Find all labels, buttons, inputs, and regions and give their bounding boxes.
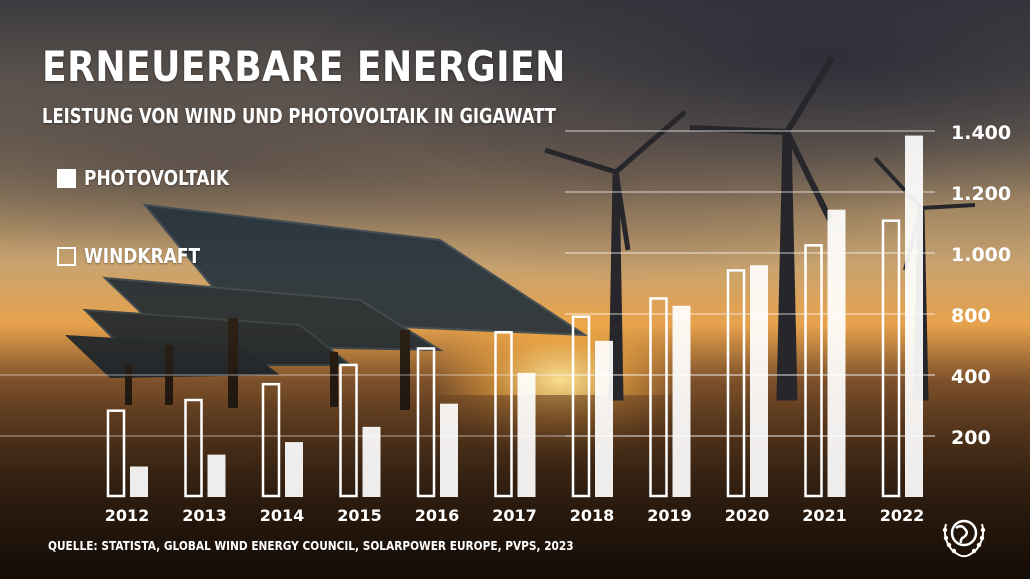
wind-turbines: [544, 56, 976, 401]
source-note: QUELLE: STATISTA, GLOBAL WIND ENERGY COU…: [48, 539, 574, 553]
x-tick-label: 2019: [647, 506, 692, 525]
y-tick-label: 200: [951, 427, 991, 449]
bars: [106, 135, 923, 498]
y-axis-ticks: 200 400 800 1.000 1.200 1.400: [951, 122, 1011, 449]
x-tick-label: 2013: [182, 506, 227, 525]
x-tick-label: 2014: [260, 506, 305, 525]
bar-windkraft: [881, 219, 901, 498]
bar-windkraft: [726, 269, 746, 498]
solar-panels: [65, 203, 589, 410]
bar-photovoltaik: [905, 135, 923, 497]
bar-photovoltaik: [517, 372, 536, 497]
bar-photovoltaik: [285, 442, 303, 497]
x-tick-label: 2018: [570, 506, 615, 525]
x-axis-labels: 2012 2013 2014 2015 2016 2017 2018 2019 2020 2021…: [105, 506, 925, 525]
bar-windkraft: [416, 347, 436, 498]
bar-windkraft: [804, 244, 823, 498]
x-tick-label: 2022: [880, 506, 925, 525]
bar-windkraft: [339, 363, 358, 498]
globe-wreath-emblem: [942, 519, 986, 558]
bar-windkraft: [571, 315, 591, 498]
x-tick-label: 2016: [415, 506, 460, 525]
sky-clouds: [0, 0, 1030, 300]
bar-photovoltaik: [595, 340, 613, 497]
legend-label-windkraft: WINDKRAFT: [84, 244, 201, 268]
chart-subtitle: LEISTUNG VON WIND UND PHOTOVOLTAIK IN GI…: [42, 104, 556, 128]
x-tick-label: 2017: [492, 506, 537, 525]
chart-title: ERNEUERBARE ENERGIEN: [42, 42, 566, 91]
bar-windkraft: [649, 297, 668, 498]
gridlines: [0, 130, 935, 437]
x-tick-label: 2020: [725, 506, 770, 525]
y-tick-label: 1.000: [951, 244, 1011, 266]
bar-windkraft: [184, 398, 203, 498]
y-tick-label: 1.400: [951, 122, 1011, 144]
x-tick-label: 2021: [802, 506, 847, 525]
bar-photovoltaik: [362, 426, 381, 497]
bar-windkraft: [261, 382, 281, 498]
bar-photovoltaik: [207, 454, 226, 497]
legend-windkraft: WINDKRAFT: [57, 244, 221, 268]
y-tick-label: 800: [951, 305, 991, 327]
legend-label-photovoltaik: PHOTOVOLTAIK: [84, 166, 229, 190]
bar-windkraft: [106, 409, 126, 498]
grass-field: [0, 395, 1030, 579]
y-tick-label: 1.200: [951, 183, 1011, 205]
legend-swatch-solid: [57, 168, 76, 188]
x-tick-label: 2015: [337, 506, 382, 525]
bar-windkraft: [494, 331, 513, 498]
bar-photovoltaik: [672, 305, 691, 497]
bar-photovoltaik: [440, 403, 458, 497]
bar-photovoltaik: [750, 265, 768, 497]
y-tick-label: 400: [951, 366, 991, 388]
legend-swatch-outline: [57, 246, 76, 266]
bar-photovoltaik: [130, 466, 148, 497]
x-tick-label: 2012: [105, 506, 150, 525]
bar-photovoltaik: [827, 209, 846, 497]
legend-photovoltaik: PHOTOVOLTAIK: [57, 166, 255, 190]
